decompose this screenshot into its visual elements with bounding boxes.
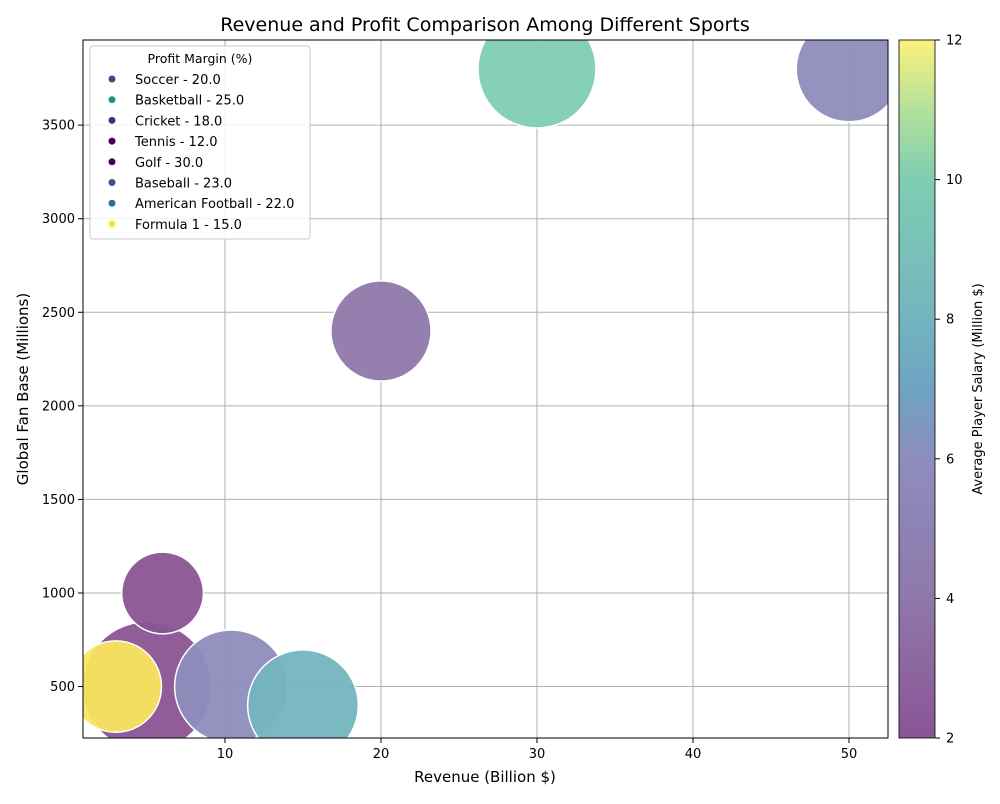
legend-marker — [108, 75, 116, 83]
legend-title: Profit Margin (%) — [148, 51, 253, 66]
x-tick-label: 40 — [685, 747, 702, 762]
plot-frame — [82, 39, 889, 739]
bubble-soccer — [795, 40, 888, 123]
colorbar-label: Average Player Salary (Million $) — [971, 283, 986, 494]
bubbles — [83, 40, 888, 738]
y-tick-label: 500 — [50, 680, 75, 695]
legend: Profit Margin (%) Soccer - 20.0 Basketbal… — [89, 45, 311, 240]
x-tick-label: 10 — [217, 747, 234, 762]
x-tick-label: 50 — [841, 747, 858, 762]
colorbar-tick-label: 10 — [946, 173, 963, 188]
bubble-basketball — [477, 40, 597, 129]
bubble-tennis — [120, 551, 205, 635]
legend-marker — [108, 220, 116, 228]
y-axis-label: Global Fan Base (Millions) — [14, 293, 32, 485]
y-tick-label: 3000 — [42, 212, 75, 227]
bubble-formula-1 — [83, 640, 163, 733]
y-tick-label: 2500 — [42, 306, 75, 321]
x-tick-label: 20 — [373, 747, 390, 762]
legend-marker — [108, 137, 116, 145]
y-tick-label: 3500 — [42, 119, 75, 134]
colorbar: 2 4 6 8 10 12 Average Player Salary (Million … — [898, 34, 986, 747]
legend-entry: Tennis - 12.0 — [134, 135, 218, 150]
colorbar-tick-label: 4 — [946, 592, 954, 607]
bubble-cricket — [330, 280, 432, 382]
legend-entry: Soccer - 20.0 — [135, 73, 221, 88]
colorbar-gradient — [898, 39, 936, 739]
colorbar-tick-label: 12 — [946, 34, 963, 49]
chart-title: Revenue and Profit Comparison Among Diff… — [220, 14, 749, 36]
y-tick-label: 1500 — [42, 493, 75, 508]
legend-entry: Basketball - 25.0 — [135, 94, 244, 109]
legend-box — [89, 45, 311, 240]
legend-items: Soccer - 20.0 Basketball - 25.0 Cricket - … — [108, 73, 294, 233]
legend-marker — [108, 116, 116, 124]
legend-entry: Golf - 30.0 — [135, 156, 203, 171]
legend-marker — [108, 158, 116, 166]
colorbar-ticks: 2 4 6 8 10 12 — [935, 34, 963, 747]
bubble-american-football — [246, 649, 360, 738]
legend-entry: American Football - 22.0 — [135, 197, 294, 212]
legend-marker — [108, 199, 116, 207]
legend-entry: Formula 1 - 15.0 — [135, 218, 242, 233]
colorbar-tick-label: 8 — [946, 313, 954, 328]
x-axis-ticks: 10 20 30 40 50 — [217, 738, 858, 762]
legend-entry: Cricket - 18.0 — [135, 114, 222, 129]
y-tick-label: 2000 — [42, 399, 75, 414]
legend-marker — [108, 96, 116, 104]
colorbar-tick-label: 2 — [946, 732, 954, 747]
y-tick-label: 1000 — [42, 586, 75, 601]
y-axis-ticks: 500 1000 1500 2000 2500 3000 3500 — [42, 119, 83, 695]
colorbar-tick-label: 6 — [946, 452, 954, 467]
legend-entry: Baseball - 23.0 — [135, 177, 232, 192]
x-axis-label: Revenue (Billion $) — [414, 768, 556, 786]
x-tick-label: 30 — [529, 747, 546, 762]
legend-marker — [108, 179, 116, 186]
